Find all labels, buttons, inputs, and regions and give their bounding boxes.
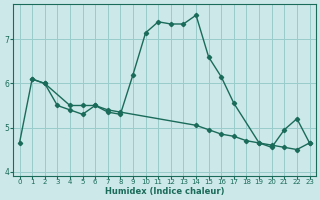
X-axis label: Humidex (Indice chaleur): Humidex (Indice chaleur) [105, 187, 224, 196]
